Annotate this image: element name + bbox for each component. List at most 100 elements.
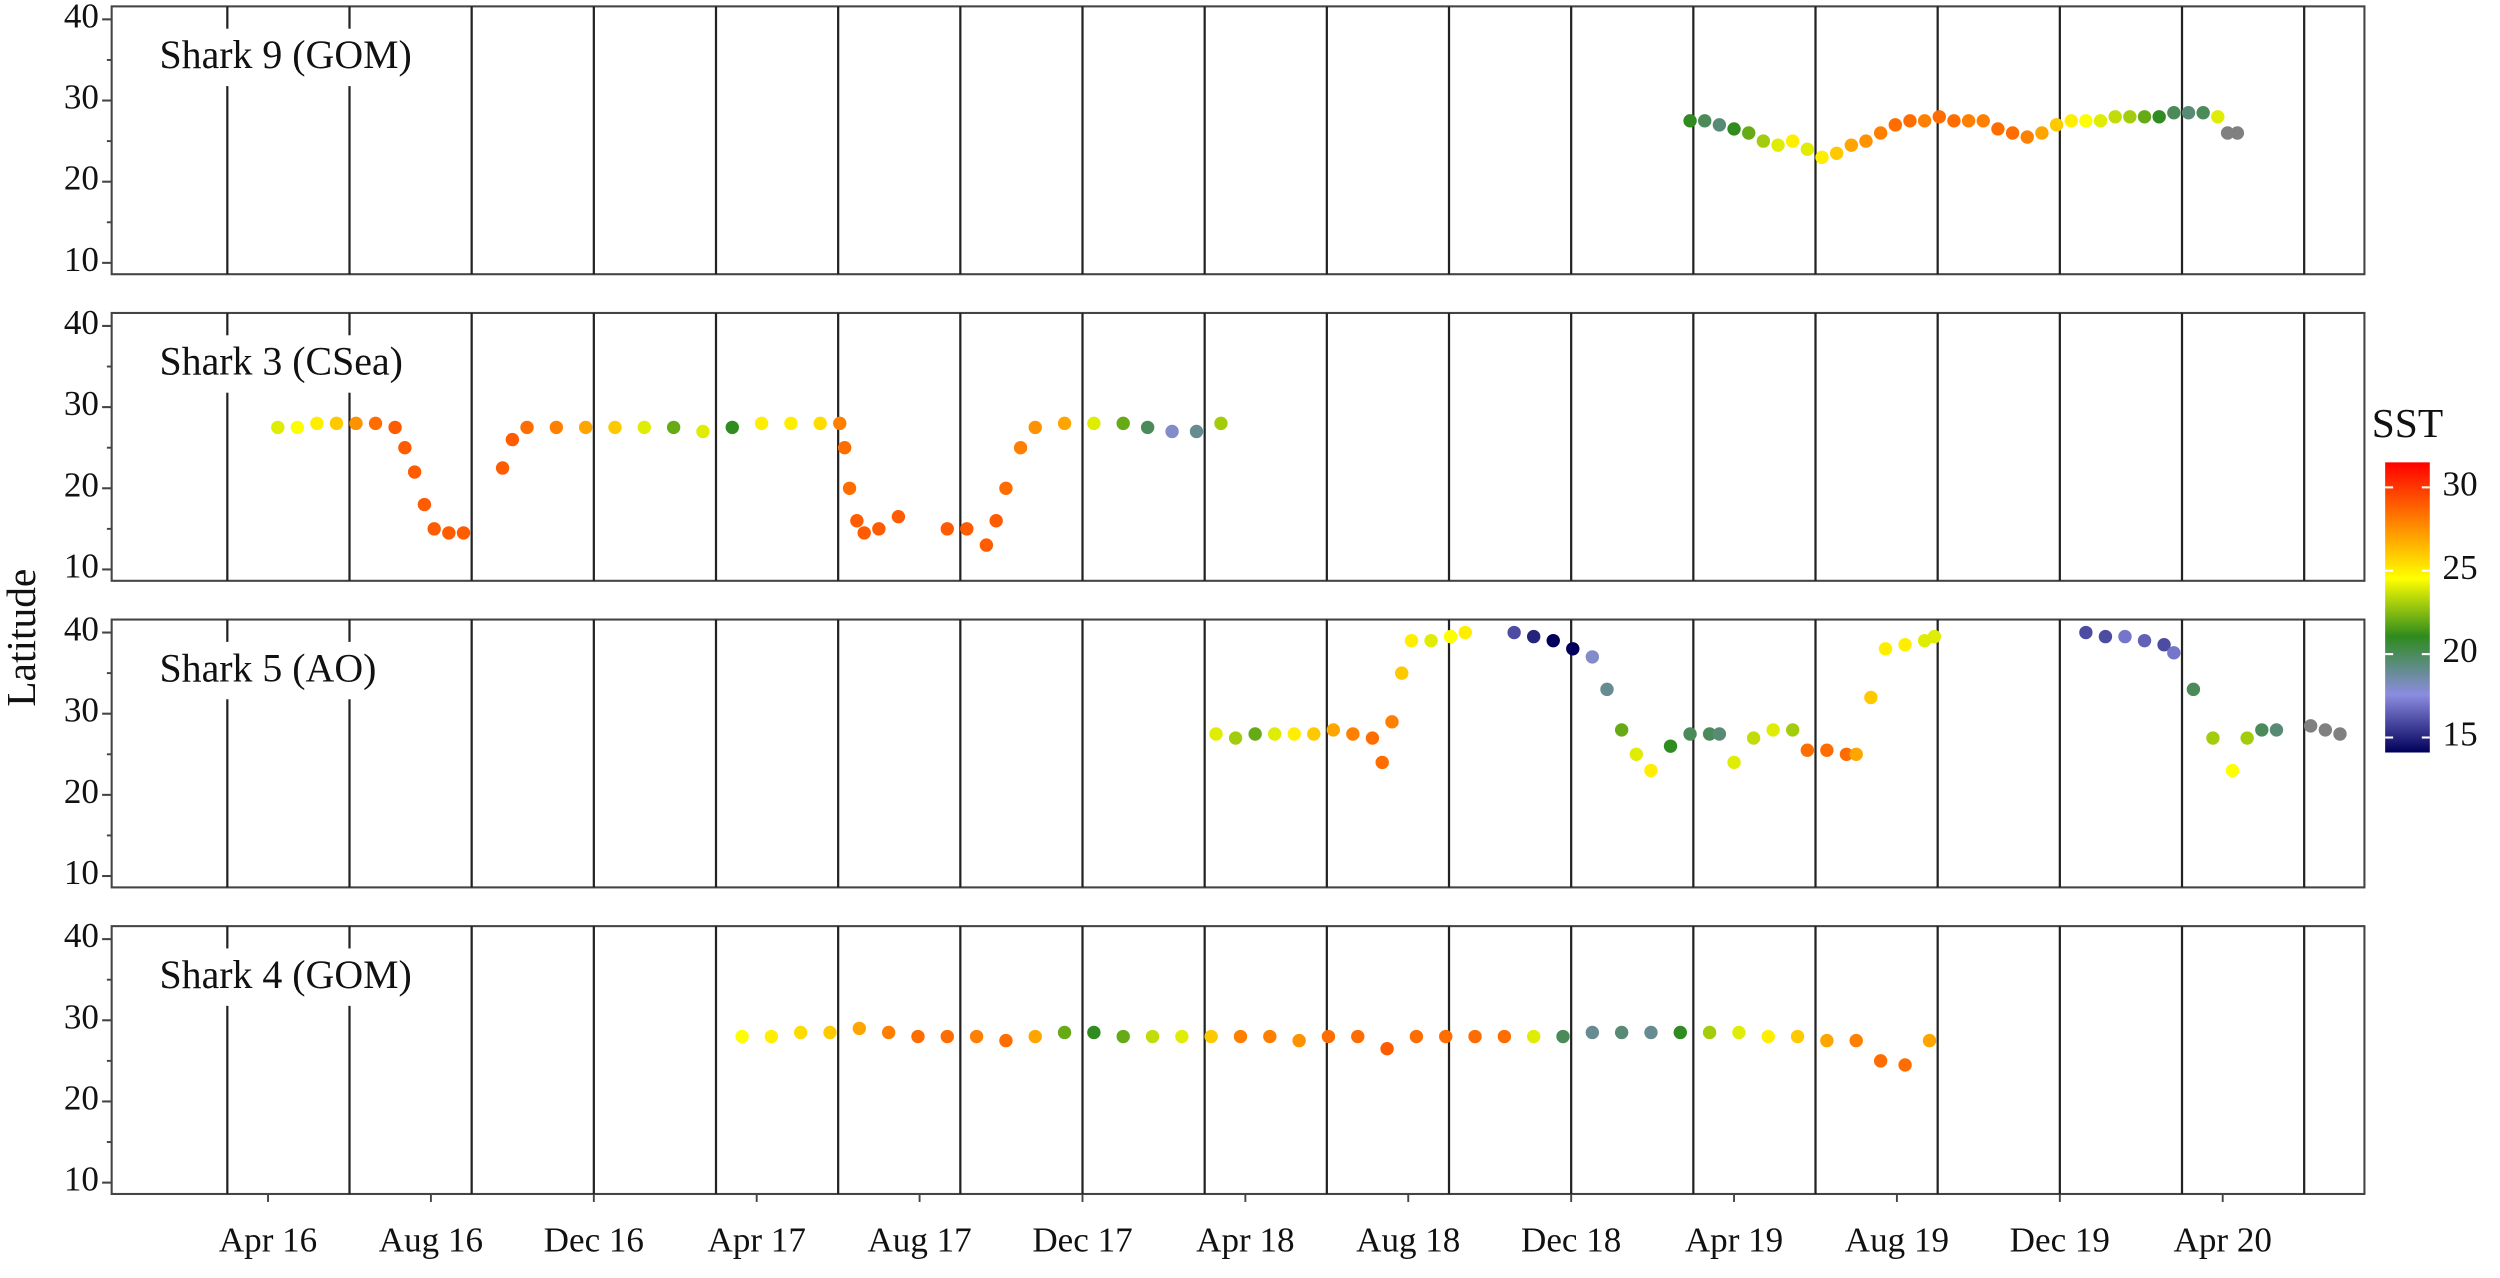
track-point [290, 420, 305, 435]
track-point [1165, 424, 1179, 439]
track-point [1057, 416, 1072, 431]
y-tick-label: 10 [64, 240, 99, 279]
track-point [1849, 1033, 1863, 1048]
colorbar-tick-label: 30 [2443, 464, 2478, 503]
track-point [1248, 727, 1262, 741]
y-tick-label: 10 [64, 546, 99, 585]
y-axis-label: Latitude [0, 569, 44, 707]
track [271, 416, 1228, 552]
track-point [1844, 138, 1859, 152]
track-point [1614, 1025, 1629, 1040]
track-point [837, 441, 852, 455]
track-point [578, 420, 593, 435]
track-point [1013, 441, 1028, 455]
track-point [2333, 727, 2347, 741]
x-tick-label: Apr 20 [2174, 1220, 2272, 1259]
track-point [608, 420, 622, 435]
colorbar [2385, 462, 2430, 753]
track-point [2303, 719, 2318, 733]
x-tick-label: Apr 18 [1196, 1220, 1294, 1259]
track-point [979, 538, 994, 552]
track-point [1873, 126, 1888, 140]
track-point [1785, 134, 1800, 148]
colorbar-title: SST [2372, 400, 2443, 446]
track-point [1878, 642, 1893, 656]
track-point [1898, 1058, 1912, 1072]
y-tick-label: 30 [64, 997, 99, 1036]
track-point [1766, 723, 1780, 737]
track-point [1683, 114, 1697, 128]
x-tick-label: Aug 18 [1356, 1220, 1460, 1259]
track-point [823, 1025, 837, 1040]
track-point [735, 1029, 749, 1044]
track [735, 1021, 1937, 1072]
track-point [1556, 1029, 1570, 1044]
track [1683, 106, 2245, 165]
track-point [1864, 690, 1878, 705]
track-point [666, 420, 681, 435]
track-point [2167, 106, 2181, 120]
track-point [999, 1033, 1013, 1048]
x-tick-label: Aug 19 [1845, 1220, 1949, 1259]
y-tick-label: 40 [64, 0, 99, 35]
track-point [368, 416, 383, 431]
track-point [2137, 110, 2152, 124]
track-point [1976, 114, 1990, 128]
track-point [2225, 763, 2240, 778]
track-point [1683, 727, 1697, 741]
track-point [1404, 633, 1419, 648]
y-tick-label: 20 [64, 1078, 99, 1117]
track-point [1888, 118, 1902, 132]
track-point [1644, 1025, 1658, 1040]
track-point [2093, 114, 2108, 128]
track-point [2152, 110, 2166, 124]
track-point [857, 526, 871, 540]
track-point [1820, 743, 1834, 757]
track-point [407, 465, 422, 479]
track-point [793, 1025, 808, 1040]
track-point [1839, 747, 1854, 761]
track-point [1815, 150, 1829, 165]
track-point [1351, 1029, 1365, 1044]
track-point [1380, 1041, 1394, 1056]
track-point [1727, 755, 1741, 770]
track-point [1732, 1025, 1746, 1040]
track-point [1585, 1025, 1600, 1040]
track-point [989, 514, 1003, 528]
track-point [1526, 1029, 1541, 1044]
track [1209, 625, 2347, 778]
track-point [2167, 646, 2181, 660]
track-point [2269, 723, 2284, 737]
track-point [1458, 625, 1472, 640]
track-point [960, 522, 974, 536]
track-point [1644, 763, 1658, 778]
y-tick-label: 20 [64, 772, 99, 811]
track-point [1175, 1029, 1189, 1044]
track-point [1702, 1025, 1717, 1040]
panel-title: Shark 3 (CSea) [159, 339, 402, 384]
track-point [310, 416, 324, 431]
track-point [1663, 739, 1678, 753]
track-point [940, 522, 954, 536]
track-point [1321, 1029, 1336, 1044]
track-point [2186, 682, 2201, 697]
track-point [1820, 1033, 1834, 1048]
track-point [2157, 638, 2171, 652]
track-point [1507, 625, 1521, 640]
panel-title-bg [146, 28, 425, 87]
track-point [1727, 122, 1741, 136]
track-point [2005, 126, 2020, 140]
track-point [456, 526, 471, 540]
track-point [1346, 727, 1360, 741]
colorbar-tick-label: 15 [2443, 715, 2478, 754]
panel-frame [110, 618, 2366, 889]
track-point [725, 420, 739, 435]
track-point [1409, 1029, 1424, 1044]
x-tick-label: Apr 19 [1685, 1220, 1783, 1259]
panel-frame [110, 311, 2366, 582]
track-point [2020, 130, 2034, 144]
track-point [1761, 1029, 1775, 1044]
track-point [999, 481, 1013, 495]
track-point [2123, 110, 2137, 124]
